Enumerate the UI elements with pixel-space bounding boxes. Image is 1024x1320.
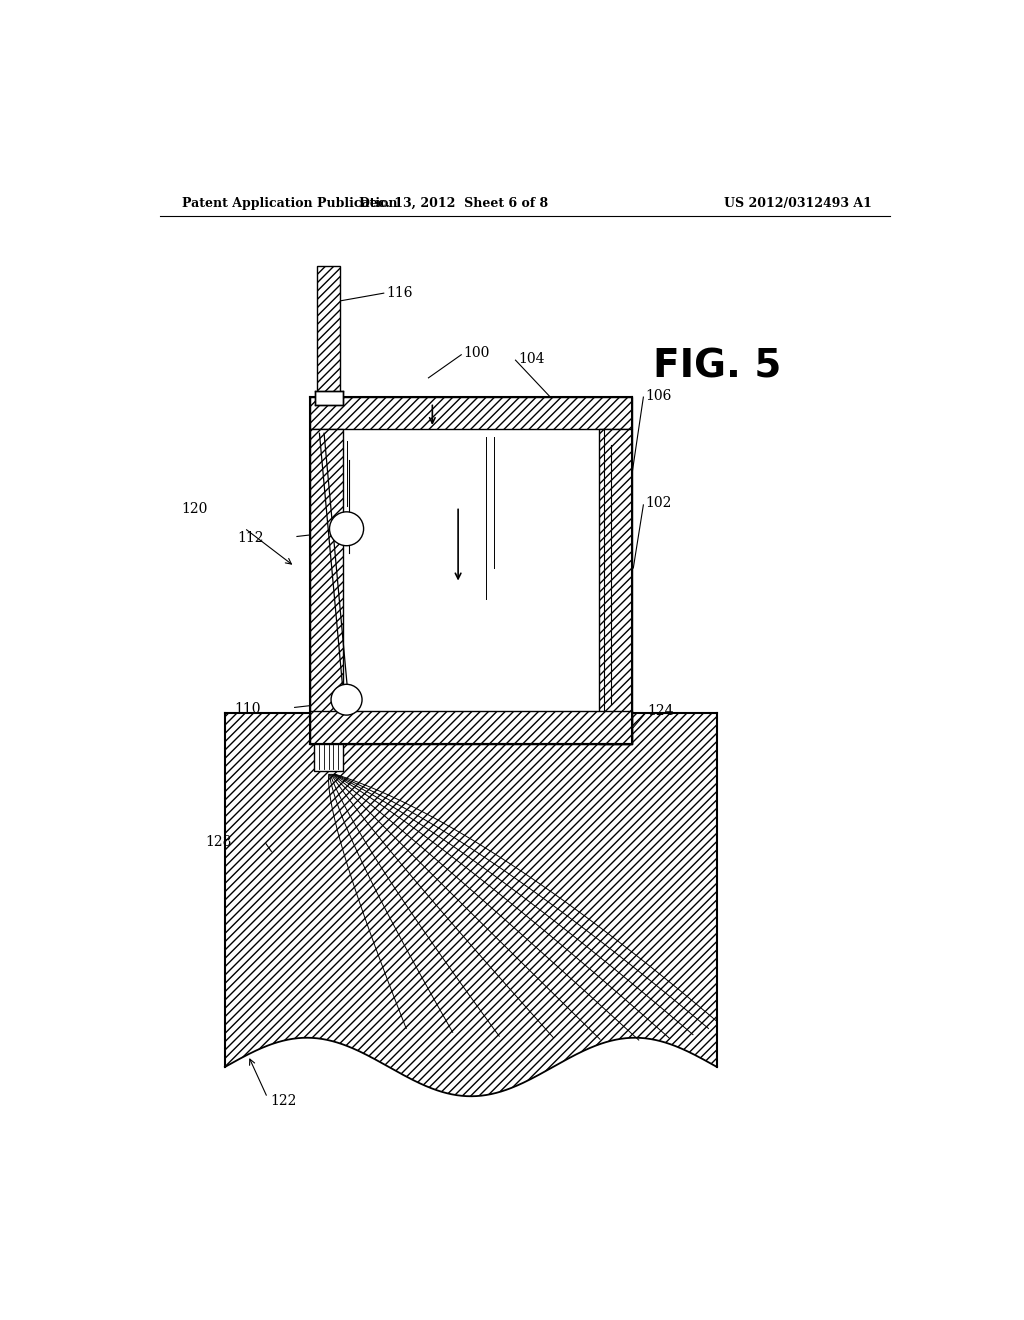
Text: 110: 110 — [234, 702, 261, 715]
Text: 102: 102 — [646, 496, 672, 511]
Text: 104: 104 — [518, 351, 545, 366]
Bar — [310, 711, 632, 743]
Text: 120: 120 — [181, 502, 208, 516]
Text: 112: 112 — [238, 531, 263, 545]
Text: FIG. 5: FIG. 5 — [653, 347, 781, 385]
Bar — [317, 267, 340, 397]
Bar — [310, 711, 632, 743]
Polygon shape — [225, 713, 717, 1096]
Bar — [343, 711, 599, 713]
Text: Patent Application Publication: Patent Application Publication — [182, 197, 397, 210]
Text: 100: 100 — [464, 346, 489, 360]
Text: 106: 106 — [646, 388, 672, 403]
Bar — [310, 397, 632, 429]
Circle shape — [330, 512, 364, 545]
Bar — [599, 429, 632, 743]
Bar — [343, 429, 599, 711]
Text: 122: 122 — [270, 1094, 296, 1107]
Bar — [310, 429, 343, 743]
Circle shape — [331, 684, 362, 715]
Text: 124: 124 — [647, 705, 674, 718]
Bar — [314, 391, 343, 405]
Bar — [310, 429, 343, 743]
Text: US 2012/0312493 A1: US 2012/0312493 A1 — [724, 197, 872, 210]
Bar — [317, 267, 340, 397]
Bar — [310, 397, 632, 429]
Text: 116: 116 — [386, 286, 413, 300]
Text: Dec. 13, 2012  Sheet 6 of 8: Dec. 13, 2012 Sheet 6 of 8 — [359, 197, 548, 210]
Bar — [599, 429, 632, 743]
Bar — [314, 743, 343, 771]
Text: 128: 128 — [206, 836, 231, 849]
